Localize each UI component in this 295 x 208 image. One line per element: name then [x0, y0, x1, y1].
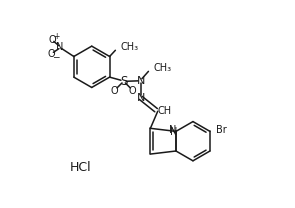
Text: N: N: [56, 42, 63, 52]
Text: O: O: [47, 49, 55, 59]
Text: O: O: [129, 86, 137, 96]
Text: N: N: [136, 93, 145, 103]
Text: S: S: [120, 75, 127, 88]
Text: N: N: [136, 76, 145, 86]
Text: CH₃: CH₃: [120, 42, 138, 52]
Text: −: −: [52, 52, 60, 61]
Text: O: O: [111, 86, 118, 96]
Text: CH: CH: [157, 106, 171, 116]
Text: HCl: HCl: [70, 161, 91, 173]
Text: Br: Br: [216, 125, 227, 135]
Text: N: N: [170, 127, 177, 137]
Text: N: N: [169, 125, 177, 135]
Text: O: O: [48, 35, 56, 45]
Text: CH₃: CH₃: [153, 63, 171, 73]
Text: +: +: [53, 32, 59, 41]
